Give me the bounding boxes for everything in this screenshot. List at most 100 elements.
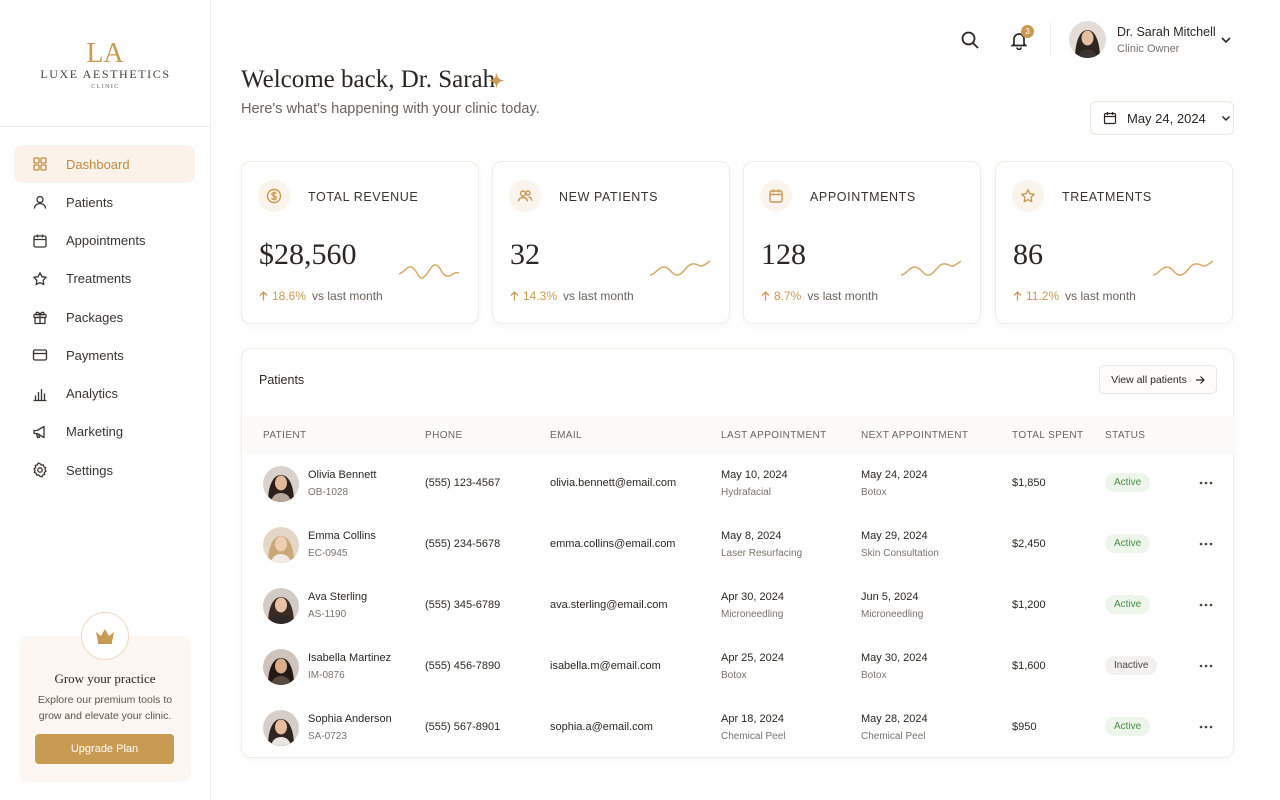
stat-value: 86 xyxy=(1013,238,1043,271)
more-options-icon[interactable] xyxy=(1198,720,1214,734)
stat-change: 14.3% xyxy=(523,289,558,303)
table-header: PATIENT PHONE EMAIL LAST APPOINTMENT NEX… xyxy=(243,416,1234,454)
stat-compare: vs last month xyxy=(563,289,634,303)
sidebar-item-treatments[interactable]: Treatments xyxy=(14,260,195,298)
stat-change: 18.6% xyxy=(272,289,307,303)
user-avatar[interactable] xyxy=(1069,21,1106,58)
sidebar-item-label: Settings xyxy=(66,462,113,478)
table-row[interactable]: Emma Collins EC-0945 (555) 234-5678 emma… xyxy=(243,514,1234,575)
column-header-phone[interactable]: PHONE xyxy=(425,430,463,441)
stat-compare: vs last month xyxy=(1065,289,1136,303)
sidebar-nav: Dashboard Patients Appointments Treatmen… xyxy=(14,145,195,489)
notification-count-badge: 3 xyxy=(1021,25,1034,38)
stat-compare: vs last month xyxy=(807,289,879,303)
chevron-down-icon[interactable] xyxy=(1219,33,1233,47)
patient-name[interactable]: Sophia Anderson xyxy=(308,713,392,725)
next-appointment-treatment: Skin Consultation xyxy=(861,548,939,559)
stat-card-total-revenue[interactable]: TOTAL REVENUE $28,560 18.6% vs last mont… xyxy=(241,161,479,324)
stat-label: TOTAL REVENUE xyxy=(308,190,419,204)
patient-id: IM-0876 xyxy=(308,670,345,681)
user-name[interactable]: Dr. Sarah Mitchell xyxy=(1117,25,1216,39)
sidebar-item-payments[interactable]: Payments xyxy=(14,336,195,374)
table-row[interactable]: Olivia Bennett OB-1028 (555) 123-4567 ol… xyxy=(243,453,1234,514)
sidebar-item-label: Packages xyxy=(66,309,124,325)
brand-logo[interactable]: LA LUXE AESTHETICS CLINIC xyxy=(0,0,211,127)
table-row[interactable]: Sophia Anderson SA-0723 (555) 567-8901 s… xyxy=(243,697,1234,758)
last-appointment-date: Apr 25, 2024 xyxy=(721,652,784,664)
stat-card-new-patients[interactable]: NEW PATIENTS 32 14.3% vs last month xyxy=(492,161,730,324)
last-appointment-treatment: Botox xyxy=(721,670,747,681)
svg-text:LA: LA xyxy=(86,38,124,66)
page-subtitle: Here's what's happening with your clinic… xyxy=(241,101,540,117)
stat-trend: 18.6% vs last month xyxy=(259,289,383,303)
patient-phone: (555) 567-8901 xyxy=(425,721,501,733)
view-all-label: View all patients xyxy=(1111,373,1187,386)
patient-name[interactable]: Olivia Bennett xyxy=(308,469,377,481)
sparkline xyxy=(1152,260,1214,276)
last-appointment-treatment: Chemical Peel xyxy=(721,731,786,742)
credit-card-icon xyxy=(32,347,48,363)
search-icon[interactable] xyxy=(960,30,980,50)
patient-name[interactable]: Emma Collins xyxy=(308,530,376,542)
column-header-status[interactable]: STATUS xyxy=(1105,430,1146,441)
more-options-icon[interactable] xyxy=(1198,598,1214,612)
user-icon xyxy=(32,194,48,210)
sidebar-item-patients[interactable]: Patients xyxy=(14,183,195,221)
more-options-icon[interactable] xyxy=(1198,476,1214,490)
status-badge: Active xyxy=(1105,595,1151,614)
sidebar-item-marketing[interactable]: Marketing xyxy=(14,413,195,451)
sidebar-item-dashboard[interactable]: Dashboard xyxy=(14,145,195,183)
sparkle-icon xyxy=(488,72,505,89)
stat-trend: 14.3% vs last month xyxy=(510,289,634,303)
stat-change: 11.2% xyxy=(1026,289,1060,303)
patients-panel: Patients View all patients PATIENT PHONE… xyxy=(241,348,1234,758)
more-options-icon[interactable] xyxy=(1198,659,1214,673)
column-header-patient[interactable]: PATIENT xyxy=(263,430,307,441)
arrow-up-icon xyxy=(510,291,519,301)
column-header-email[interactable]: EMAIL xyxy=(550,430,583,441)
patient-phone: (555) 345-6789 xyxy=(425,599,501,611)
sidebar-item-packages[interactable]: Packages xyxy=(14,298,195,336)
upgrade-plan-button[interactable]: Upgrade Plan xyxy=(35,734,174,764)
last-appointment-date: Apr 30, 2024 xyxy=(721,591,784,603)
arrow-up-icon xyxy=(761,291,770,301)
patient-name[interactable]: Isabella Martinez xyxy=(308,652,392,664)
date-picker[interactable]: May 24, 2024 xyxy=(1090,101,1234,135)
patient-email: emma.collins@email.com xyxy=(550,538,676,550)
column-header-last-appointment[interactable]: LAST APPOINTMENT xyxy=(721,430,827,441)
sidebar-item-label: Treatments xyxy=(66,271,132,287)
star-icon xyxy=(1012,180,1044,212)
patient-name[interactable]: Ava Sterling xyxy=(308,591,368,603)
promo-title: Grow your practice xyxy=(54,671,156,686)
stat-card-appointments[interactable]: APPOINTMENTS 128 8.7% vs last month xyxy=(743,161,981,324)
status-badge: Active xyxy=(1105,473,1151,492)
total-spent: $2,450 xyxy=(1012,538,1046,550)
stat-label: NEW PATIENTS xyxy=(559,190,659,204)
patient-phone: (555) 456-7890 xyxy=(425,660,501,672)
last-appointment-treatment: Hydrafacial xyxy=(721,487,772,498)
total-spent: $1,600 xyxy=(1012,660,1046,672)
column-header-next-appointment[interactable]: NEXT APPOINTMENT xyxy=(861,430,969,441)
sidebar-item-label: Appointments xyxy=(66,233,146,249)
more-options-icon[interactable] xyxy=(1198,537,1214,551)
patient-email: sophia.a@email.com xyxy=(550,721,653,733)
table-row[interactable]: Ava Sterling AS-1190 (555) 345-6789 ava.… xyxy=(243,575,1234,636)
stat-compare: vs last month xyxy=(312,289,383,303)
sidebar-item-analytics[interactable]: Analytics xyxy=(14,375,195,413)
sidebar-item-label: Marketing xyxy=(66,424,124,440)
next-appointment-date: May 24, 2024 xyxy=(861,469,928,481)
table-row[interactable]: Isabella Martinez IM-0876 (555) 456-7890… xyxy=(243,636,1234,697)
total-spent: $1,850 xyxy=(1012,477,1046,489)
next-appointment-date: Jun 5, 2024 xyxy=(861,591,919,603)
sidebar-item-settings[interactable]: Settings xyxy=(14,451,195,489)
patient-avatar xyxy=(263,527,299,563)
panel-title: Patients xyxy=(259,373,305,387)
stat-card-treatments[interactable]: TREATMENTS 86 11.2% vs last month xyxy=(995,161,1233,324)
last-appointment-date: Apr 18, 2024 xyxy=(721,713,784,725)
sidebar-item-appointments[interactable]: Appointments xyxy=(14,222,195,260)
column-header-total-spent[interactable]: TOTAL SPENT xyxy=(1012,430,1084,441)
page-title: Welcome back, Dr. Sarah xyxy=(241,66,496,93)
patient-phone: (555) 234-5678 xyxy=(425,538,501,550)
bar-chart-icon xyxy=(32,386,48,402)
view-all-patients-button[interactable]: View all patients xyxy=(1099,365,1217,394)
